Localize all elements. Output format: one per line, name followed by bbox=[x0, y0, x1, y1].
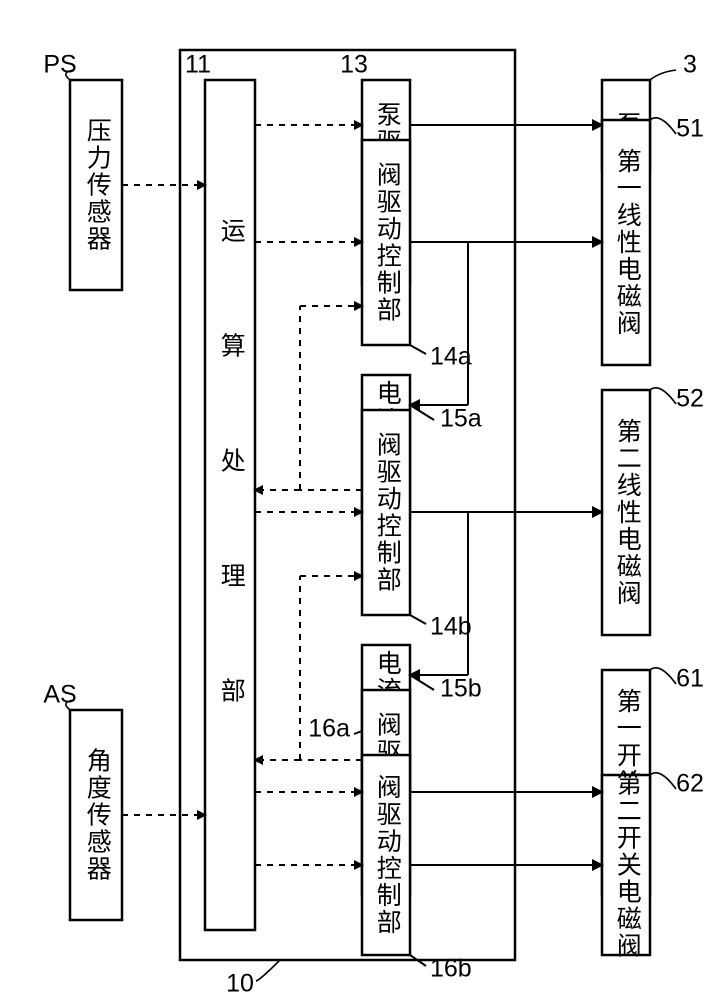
pin-label: AS bbox=[43, 681, 76, 709]
pressure-sensor-label: 压力传感器 bbox=[81, 118, 117, 253]
cpu-label: 运算处理部 bbox=[215, 218, 251, 793]
pin-label: 13 bbox=[340, 51, 368, 79]
leader-line bbox=[650, 668, 676, 684]
pin-label: 61 bbox=[676, 665, 704, 693]
valve-drive-14a-label: 阀驱动控制部 bbox=[371, 162, 407, 324]
leader-line bbox=[256, 960, 280, 981]
solenoid-52-label: 第二线性电磁阀 bbox=[611, 418, 647, 607]
pin-label: 16b bbox=[430, 955, 472, 983]
pin-label: 51 bbox=[676, 115, 704, 143]
leader-line bbox=[650, 70, 676, 80]
pin-label: 10 bbox=[226, 970, 254, 998]
leader-line bbox=[650, 388, 676, 404]
angle-sensor-label: 角度传感器 bbox=[81, 748, 117, 883]
pin-label: 16a bbox=[308, 715, 350, 743]
valve-drive-16b-label: 阀驱动控制部 bbox=[371, 774, 407, 936]
solenoid-51-label: 第一线性电磁阀 bbox=[611, 148, 647, 337]
valve-drive-14b-label: 阀驱动控制部 bbox=[371, 432, 407, 594]
pin-label: PS bbox=[43, 51, 76, 79]
pin-label: 62 bbox=[676, 770, 704, 798]
pin-label: 15b bbox=[440, 675, 482, 703]
pin-label: 15a bbox=[440, 405, 482, 433]
solenoid-62-label: 第二开关电磁阀 bbox=[611, 771, 647, 960]
pin-label: 3 bbox=[683, 51, 697, 79]
pin-label: 11 bbox=[185, 51, 211, 79]
pin-label: 14b bbox=[430, 613, 472, 641]
leader-line bbox=[650, 118, 676, 134]
pin-label: 14a bbox=[430, 343, 472, 371]
leader-line bbox=[650, 773, 676, 789]
pin-label: 52 bbox=[676, 385, 704, 413]
